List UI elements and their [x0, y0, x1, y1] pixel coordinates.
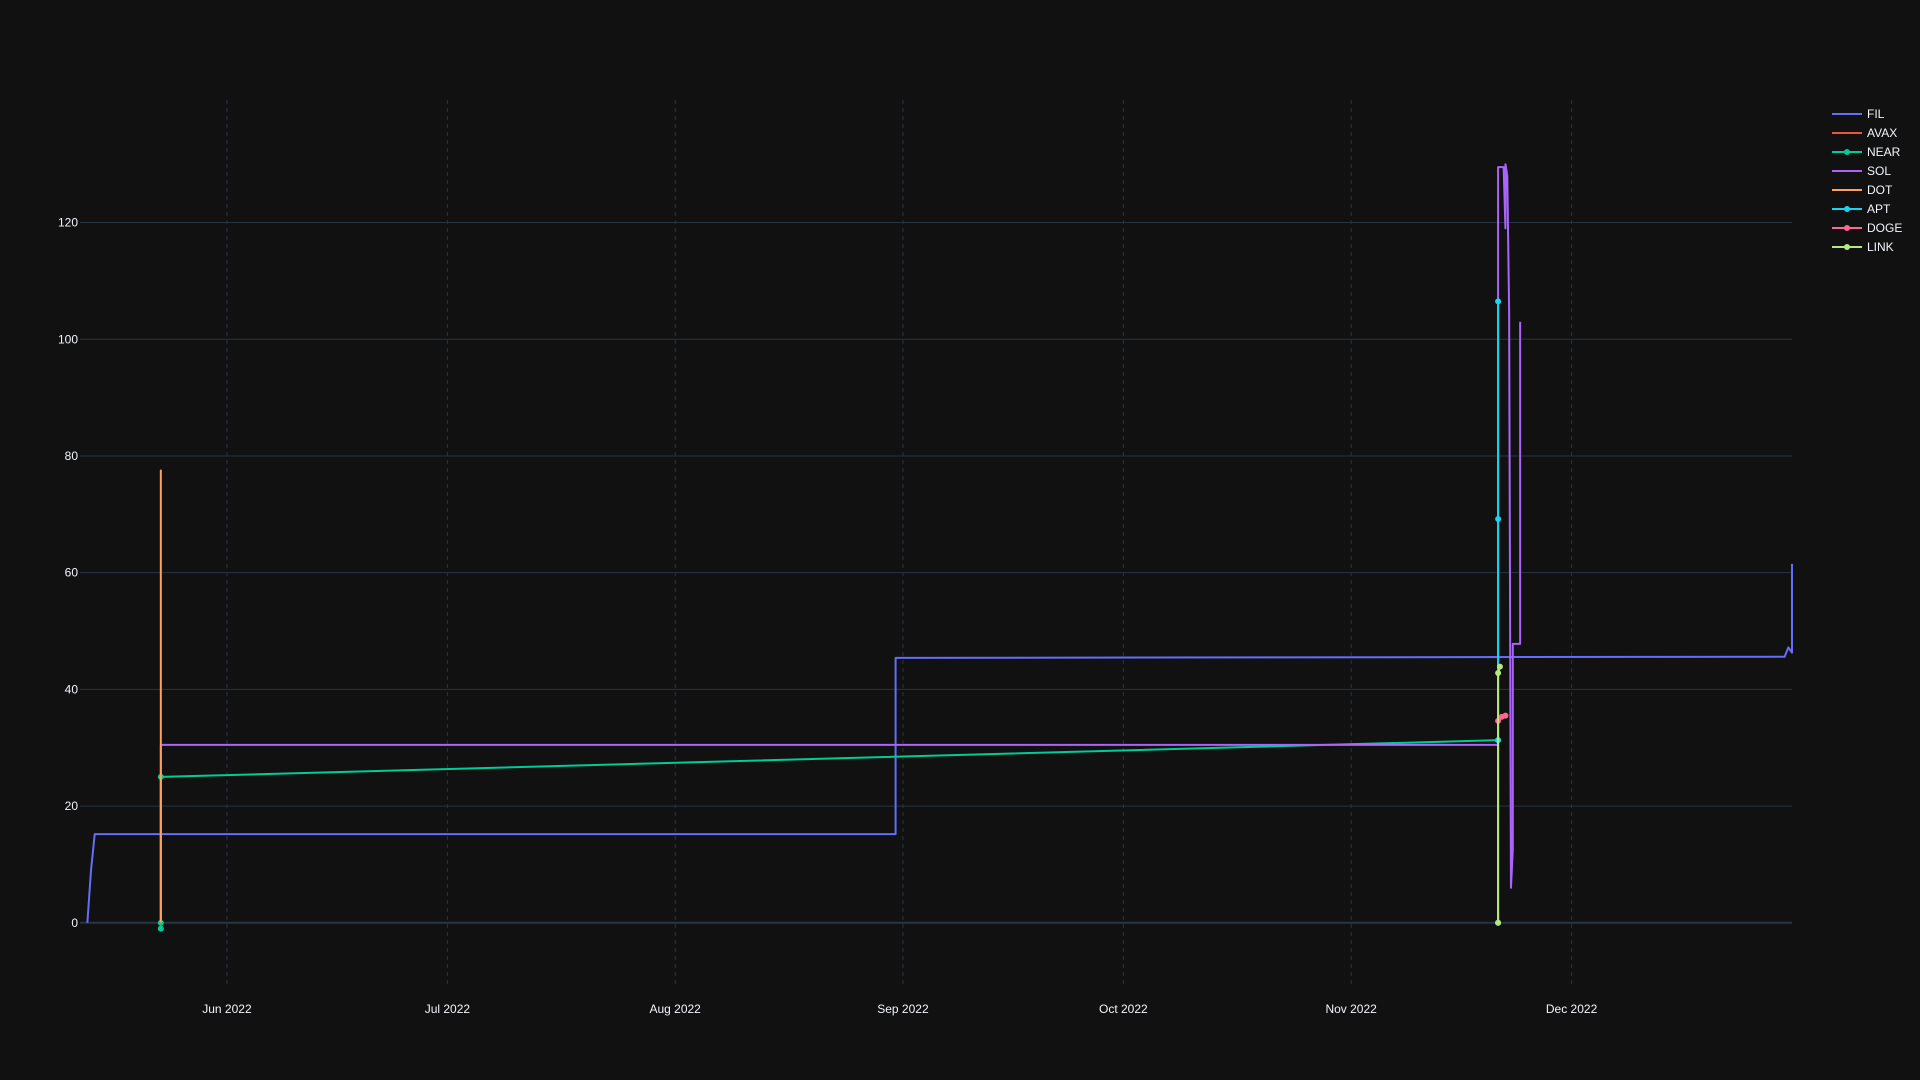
data-point-link	[1495, 670, 1502, 677]
y-axis-tick-labels: 0 20 40 60 80 100 120	[58, 216, 78, 930]
y-tick-label: 60	[65, 566, 79, 580]
legend-label-doge: DOGE	[1867, 221, 1902, 235]
x-axis-tick-labels: Jun 2022 Jul 2022 Aug 2022 Sep 2022 Oct 2022…	[202, 1002, 1597, 1016]
x-gridlines	[226, 100, 1573, 987]
x-tick-label: Nov 2022	[1325, 1002, 1377, 1016]
y-tick-label: 0	[71, 916, 78, 930]
legend-marker-apt	[1844, 206, 1850, 212]
y-tick-label: 80	[65, 449, 79, 463]
y-tick-label: 40	[65, 682, 79, 696]
x-tick-label: Sep 2022	[877, 1002, 929, 1016]
legend-label-fil: FIL	[1867, 107, 1885, 121]
legend-label-sol: SOL	[1867, 164, 1891, 178]
x-tick-label: Aug 2022	[649, 1002, 701, 1016]
legend-label-link: LINK	[1867, 240, 1894, 254]
legend-item-sol[interactable]: SOL	[1832, 164, 1891, 178]
plot-series	[86, 163, 1793, 932]
x-tick-label: Dec 2022	[1546, 1002, 1598, 1016]
legend-label-dot: DOT	[1867, 183, 1893, 197]
data-point-link	[1496, 663, 1503, 670]
data-point-near	[157, 925, 164, 932]
legend-label-avax: AVAX	[1867, 126, 1897, 140]
y-tick-label: 120	[58, 216, 78, 230]
legend-item-dot[interactable]: DOT	[1832, 183, 1893, 197]
x-tick-label: Oct 2022	[1099, 1002, 1148, 1016]
y-tick-label: 100	[58, 332, 78, 346]
x-tick-label: Jul 2022	[425, 1002, 471, 1016]
legend-label-near: NEAR	[1867, 145, 1901, 159]
data-point-link	[1495, 919, 1502, 926]
legend-item-doge[interactable]: DOGE	[1832, 221, 1902, 235]
legend[interactable]: FIL AVAX NEAR SOL DOT APT DOGE LINK	[1832, 107, 1902, 254]
legend-item-link[interactable]: LINK	[1832, 240, 1894, 254]
legend-label-apt: APT	[1867, 202, 1891, 216]
y-tick-label: 20	[65, 799, 79, 813]
series-fil	[86, 563, 1793, 923]
data-point-apt	[1495, 298, 1502, 305]
data-point-doge	[1502, 712, 1509, 719]
series-line-fil	[86, 563, 1793, 923]
legend-item-apt[interactable]: APT	[1832, 202, 1891, 216]
legend-marker-near	[1844, 149, 1850, 155]
data-point-apt	[1495, 515, 1502, 522]
y-gridlines	[80, 222, 1792, 924]
x-tick-label: Jun 2022	[202, 1002, 252, 1016]
legend-item-near[interactable]: NEAR	[1832, 145, 1901, 159]
legend-marker-doge	[1844, 225, 1850, 231]
series-link	[1495, 663, 1503, 926]
legend-marker-link	[1844, 244, 1850, 250]
legend-item-avax[interactable]: AVAX	[1832, 126, 1897, 140]
legend-item-fil[interactable]: FIL	[1832, 107, 1885, 121]
